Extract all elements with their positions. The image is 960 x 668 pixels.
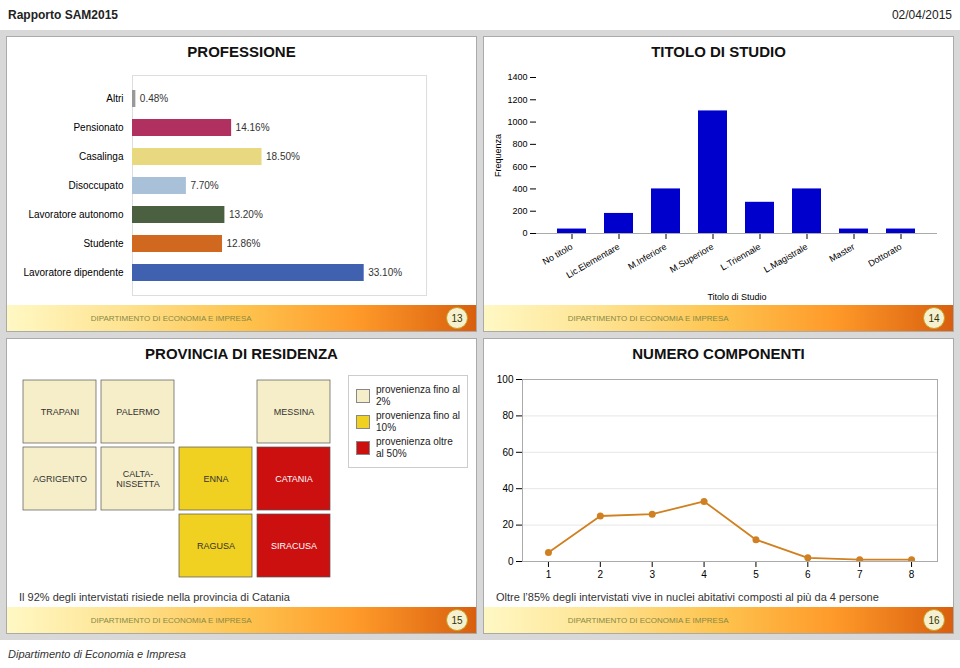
svg-text:L.Triennale: L.Triennale — [719, 242, 763, 273]
svg-text:M.Inferiore: M.Inferiore — [626, 242, 668, 272]
svg-text:5: 5 — [753, 569, 759, 580]
html-text:DIPARTIMENTO DI ECONOMIA E IMP: DIPARTIMENTO DI ECONOMIA E IMPRESA — [567, 313, 729, 323]
svg-text:Dottorato: Dottorato — [866, 242, 903, 269]
svg-text:ENNA: ENNA — [203, 474, 228, 484]
html-text:Oltre l’85% degli intervistati: Oltre l’85% degli intervistati vive in n… — [496, 591, 879, 603]
svg-text:0.48%: 0.48% — [140, 93, 168, 104]
svg-text:1000: 1000 — [507, 117, 527, 127]
svg-text:40: 40 — [502, 483, 514, 494]
svg-text:33.10%: 33.10% — [368, 267, 402, 278]
html-text:TITOLO DI STUDIO: TITOLO DI STUDIO — [651, 43, 786, 60]
svg-text:Pensionato: Pensionato — [73, 122, 123, 133]
svg-text:M.Superiore: M.Superiore — [668, 242, 715, 275]
svg-text:2: 2 — [598, 569, 604, 580]
svg-text:400: 400 — [512, 184, 527, 194]
svg-text:14.16%: 14.16% — [236, 122, 270, 133]
svg-text:MESSINA: MESSINA — [274, 407, 315, 417]
svg-text:0: 0 — [508, 556, 514, 567]
svg-text:No titolo: No titolo — [541, 242, 575, 267]
svg-text:PALERMO: PALERMO — [116, 407, 159, 417]
html-text:PROVINCIA DI RESIDENZA: PROVINCIA DI RESIDENZA — [145, 345, 338, 362]
html-text:16: 16 — [928, 614, 940, 626]
svg-text:200: 200 — [512, 206, 527, 216]
html-text:Rapporto SAM2015: Rapporto SAM2015 — [8, 8, 118, 22]
svg-text:4: 4 — [701, 569, 707, 580]
html-text:13: 13 — [451, 312, 463, 324]
svg-text:Frequenza: Frequenza — [493, 134, 503, 177]
html-text:NUMERO COMPONENTI: NUMERO COMPONENTI — [632, 345, 805, 362]
svg-text:7: 7 — [857, 569, 863, 580]
svg-text:800: 800 — [512, 139, 527, 149]
svg-text:20: 20 — [502, 519, 514, 530]
html-text:Il 92% degli intervistati risi: Il 92% degli intervistati risiede nella … — [19, 591, 290, 603]
svg-text:Lavoratore dipendente: Lavoratore dipendente — [23, 267, 124, 278]
svg-text:CATANIA: CATANIA — [275, 474, 313, 484]
svg-text:3: 3 — [649, 569, 655, 580]
html-text:provenienza fino al 2%: provenienza fino al 2% — [376, 384, 460, 407]
svg-text:13.20%: 13.20% — [229, 209, 263, 220]
svg-text:Lavoratore autonomo: Lavoratore autonomo — [28, 209, 124, 220]
svg-text:6: 6 — [805, 569, 811, 580]
svg-text:18.50%: 18.50% — [266, 151, 300, 162]
svg-text:7.70%: 7.70% — [190, 180, 218, 191]
svg-text:Studente: Studente — [83, 238, 123, 249]
html-text:DIPARTIMENTO DI ECONOMIA E IMP: DIPARTIMENTO DI ECONOMIA E IMPRESA — [90, 313, 252, 323]
svg-text:Disoccupato: Disoccupato — [68, 180, 123, 191]
svg-text:AGRIGENTO: AGRIGENTO — [33, 474, 87, 484]
svg-text:Master: Master — [828, 242, 857, 264]
html-text:PROFESSIONE: PROFESSIONE — [187, 43, 296, 60]
svg-text:0: 0 — [522, 228, 527, 238]
svg-text:Titolo di Studio: Titolo di Studio — [707, 292, 766, 302]
svg-text:TRAPANI: TRAPANI — [41, 407, 79, 417]
html-text:15: 15 — [451, 614, 463, 626]
svg-text:80: 80 — [502, 410, 514, 421]
html-text:02/04/2015: 02/04/2015 — [891, 8, 952, 22]
svg-text:SIRACUSA: SIRACUSA — [271, 541, 317, 551]
svg-text:1200: 1200 — [507, 95, 527, 105]
html-text:14: 14 — [928, 312, 940, 324]
svg-text:Lic.Elementare: Lic.Elementare — [564, 242, 621, 281]
svg-text:600: 600 — [512, 162, 527, 172]
svg-text:RAGUSA: RAGUSA — [197, 541, 235, 551]
svg-text:60: 60 — [502, 447, 514, 458]
svg-text:8: 8 — [909, 569, 915, 580]
svg-text:100: 100 — [497, 374, 514, 385]
html-text:provenienza fino al 10%: provenienza fino al 10% — [376, 410, 460, 433]
html-text:provenienza oltre al 50%: provenienza oltre al 50% — [376, 436, 453, 459]
svg-text:Casalinga: Casalinga — [79, 151, 124, 162]
svg-text:Altri: Altri — [106, 93, 123, 104]
html-text:Dipartimento di Economia e Imp: Dipartimento di Economia e Impresa — [8, 648, 186, 660]
svg-text:CALTA-NISSETTA: CALTA-NISSETTA — [116, 469, 159, 489]
svg-text:12.86%: 12.86% — [227, 238, 261, 249]
svg-text:L.Magistrale: L.Magistrale — [762, 242, 809, 275]
svg-text:1: 1 — [546, 569, 552, 580]
svg-text:1400: 1400 — [507, 72, 527, 82]
html-text:DIPARTIMENTO DI ECONOMIA E IMP: DIPARTIMENTO DI ECONOMIA E IMPRESA — [90, 615, 252, 625]
html-text:DIPARTIMENTO DI ECONOMIA E IMP: DIPARTIMENTO DI ECONOMIA E IMPRESA — [567, 615, 729, 625]
